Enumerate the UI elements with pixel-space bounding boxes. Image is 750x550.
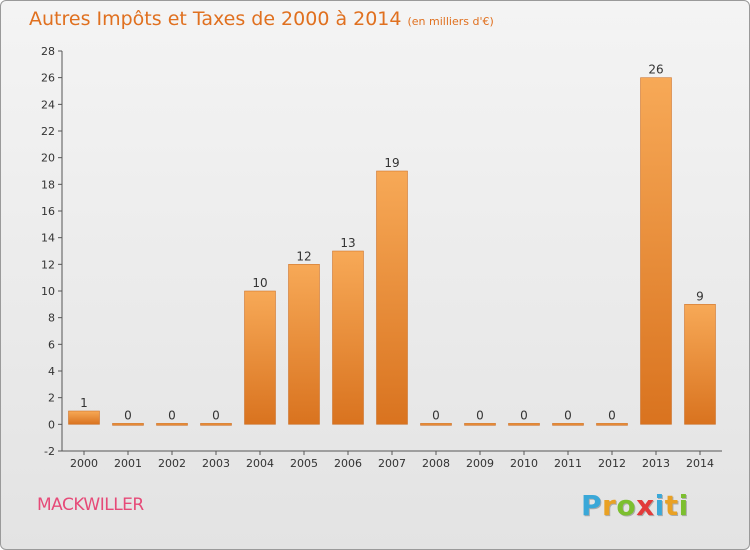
value-label-2000: 1 [80,396,88,410]
x-tick-label-2000: 2000 [70,457,98,470]
value-label-2013: 26 [648,63,663,77]
brand-letter: r [602,489,617,522]
bar-2011 [552,423,584,426]
y-tick-label: 22 [41,125,55,138]
x-tick-label-2007: 2007 [378,457,406,470]
x-tick-label-2001: 2001 [114,457,142,470]
x-tick-label-2014: 2014 [686,457,714,470]
bar-2014 [684,304,716,425]
bars [68,77,716,426]
x-tick-label-2006: 2006 [334,457,362,470]
bar-2012 [596,423,628,426]
bar-2007 [376,170,408,425]
y-tick-label: 24 [41,98,55,111]
bar-2003 [200,423,232,426]
value-label-2001: 0 [124,408,132,422]
y-tick-label: 14 [41,232,55,245]
y-tick-label: 2 [48,392,55,405]
y-tick-label: 10 [41,285,55,298]
x-tick-label-2002: 2002 [158,457,186,470]
value-label-2014: 9 [696,289,704,303]
y-tick-label: 20 [41,152,55,165]
value-label-2005: 12 [296,249,311,263]
bar-2005 [288,264,320,425]
bar-2000 [68,410,100,425]
y-tick-label: 18 [41,178,55,191]
brand-logo: Proxiti [581,489,689,522]
brand-letter: x [636,489,655,522]
bar-2010 [508,423,540,426]
x-tick-label-2011: 2011 [554,457,582,470]
bar-2004 [244,290,276,425]
value-label-2006: 13 [340,236,355,250]
y-tick-label: 26 [41,72,55,85]
value-label-2004: 10 [252,276,267,290]
y-tick-label: 16 [41,205,55,218]
x-tick-label-2012: 2012 [598,457,626,470]
y-tick-label: -2 [44,445,55,458]
x-tick-label-2008: 2008 [422,457,450,470]
x-tick-label-2009: 2009 [466,457,494,470]
x-tick-label-2013: 2013 [642,457,670,470]
value-label-2007: 19 [384,156,399,170]
bar-2008 [420,423,452,426]
brand-letter: i [678,489,689,522]
brand-letter: P [581,489,603,522]
x-tick-label-2005: 2005 [290,457,318,470]
value-label-2010: 0 [520,408,528,422]
bar-2002 [156,423,188,426]
value-label-2011: 0 [564,408,572,422]
chart-unit: (en milliers d'€) [407,15,494,28]
y-tick-label: 28 [41,45,55,58]
y-tick-label: 12 [41,258,55,271]
value-label-2002: 0 [168,408,176,422]
value-label-2012: 0 [608,408,616,422]
y-tick-label: 4 [48,365,55,378]
y-tick-label: 6 [48,338,55,351]
bar-2001 [112,423,144,426]
chart-title-text: Autres Impôts et Taxes de 2000 à 2014 [29,8,402,30]
bar-2013 [640,77,672,425]
y-tick-label: 0 [48,418,55,431]
brand-letter: i [654,489,665,522]
x-tick-label-2010: 2010 [510,457,538,470]
bar-2009 [464,423,496,426]
value-label-2003: 0 [212,408,220,422]
commune-name: MACKWILLER [37,495,144,515]
x-tick-label-2004: 2004 [246,457,274,470]
brand-letter: t [664,489,679,522]
x-tick-label-2003: 2003 [202,457,230,470]
chart-title: Autres Impôts et Taxes de 2000 à 2014 (en… [29,8,494,30]
y-tick-label: 8 [48,312,55,325]
bar-2006 [332,250,364,425]
value-label-2009: 0 [476,408,484,422]
brand-letter: o [616,489,637,522]
value-label-2008: 0 [432,408,440,422]
